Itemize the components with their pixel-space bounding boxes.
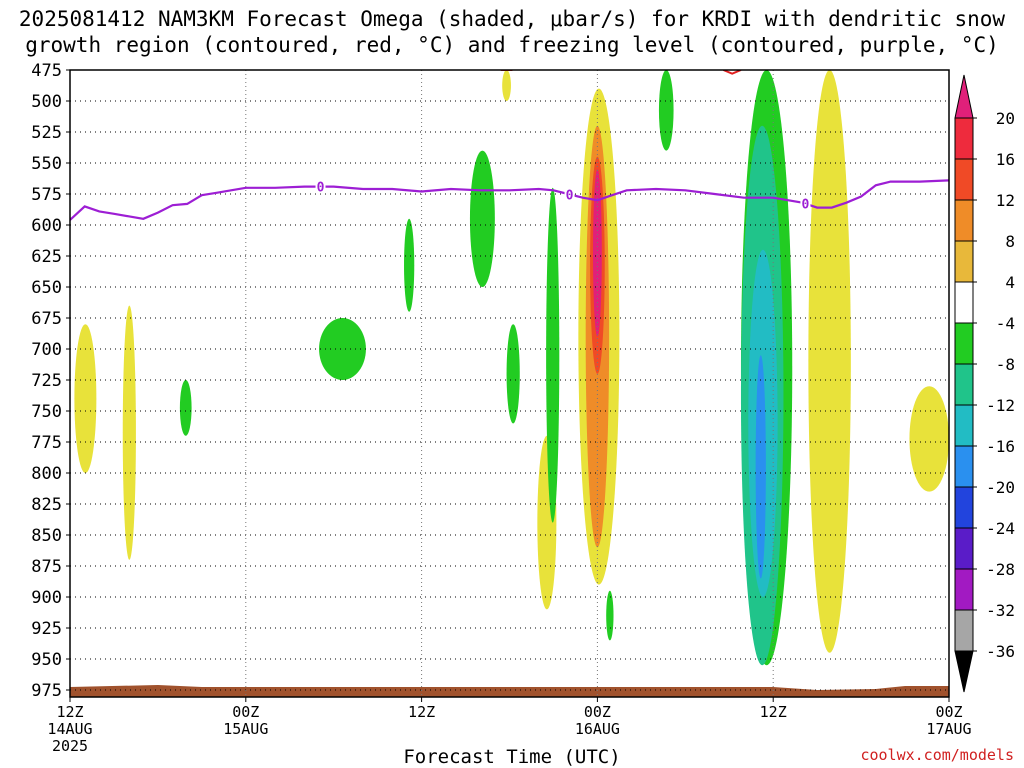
colorbar-bottom-arrow [954,650,974,693]
colorbar-band-2 [954,199,974,242]
colorbar-label: -12 [986,396,1015,415]
chart-title-line-1: 2025081412 NAM3KM Forecast Omega (shaded… [18,7,1006,31]
colorbar-label: 12 [996,191,1015,210]
y-tick-label-775: 775 [31,433,62,453]
omega-region-7 [506,324,520,424]
website-credit: coolwx.com/models [860,746,1014,764]
omega-region-20 [808,70,851,653]
y-tick-label-750: 750 [31,402,62,422]
colorbar-band-8 [954,445,974,488]
omega-region-4 [404,218,415,312]
colorbar-label: -24 [986,519,1015,538]
colorbar-label: 8 [1005,232,1015,251]
y-tick-label-625: 625 [31,247,62,267]
y-tick-label-850: 850 [31,526,62,546]
omega-region-1 [122,305,136,560]
omega-region-15 [658,70,674,151]
colorbar-band-5 [954,322,974,365]
omega-region-19 [755,355,766,579]
y-tick-label-875: 875 [31,557,62,577]
freezing-level-label: 0 [566,188,574,203]
freezing-label-bg-0 [315,179,326,194]
y-tick-label-825: 825 [31,495,62,515]
omega-region-0 [74,324,97,473]
colorbar-label: -16 [986,437,1015,456]
colorbar-band-0 [954,117,974,160]
colorbar-label: 20 [996,109,1015,128]
colorbar-label: 4 [1005,273,1015,292]
y-tick-label-950: 950 [31,650,62,670]
y-tick-label-725: 725 [31,371,62,391]
x-tick-label: 16AUG [575,720,620,738]
colorbar-label: -32 [986,601,1015,620]
dgz-contour-1 [723,70,742,75]
omega-region-6 [502,70,511,101]
colorbar-label: -20 [986,478,1015,497]
y-tick-label-600: 600 [31,216,62,236]
x-tick-label: 12Z [760,703,787,721]
freezing-label-bg-2 [800,196,811,211]
colorbar-label: 16 [996,150,1015,169]
colorbar-band-1 [954,158,974,201]
colorbar-band-7 [954,404,974,447]
omega-region-3 [319,318,366,380]
colorbar-label: -28 [986,560,1015,579]
omega-region-21 [909,386,949,492]
x-tick-label: 00Z [935,703,962,721]
y-tick-label-500: 500 [31,92,62,112]
colorbar-band-4 [954,281,974,324]
x-tick-label: 2025 [52,737,88,755]
y-tick-label-700: 700 [31,340,62,360]
colorbar-band-11 [954,568,974,611]
colorbar-band-10 [954,527,974,570]
x-tick-label: 12Z [56,703,83,721]
colorbar-band-6 [954,363,974,406]
freezing-level-label: 0 [317,181,325,196]
omega-region-5 [469,150,495,287]
y-tick-label-800: 800 [31,464,62,484]
x-tick-label: 14AUG [47,720,92,738]
colorbar-top-arrow [954,74,974,119]
colorbar-label: -8 [996,355,1015,374]
y-tick-label-525: 525 [31,123,62,143]
freezing-level-label: 0 [802,198,810,213]
x-tick-label: 12Z [408,703,435,721]
y-tick-label-975: 975 [31,681,62,701]
x-axis-label: Forecast Time (UTC) [403,746,621,768]
y-tick-label-675: 675 [31,309,62,329]
colorbar-band-12 [954,609,974,652]
colorbar-label: -36 [986,642,1015,661]
y-tick-label-550: 550 [31,154,62,174]
terrain-surface [70,685,949,697]
colorbar-band-3 [954,240,974,283]
chart-title-line-2: growth region (contoured, red, °C) and f… [25,33,999,57]
y-tick-label-475: 475 [31,61,62,81]
x-tick-label: 15AUG [223,720,268,738]
colorbar-band-9 [954,486,974,529]
colorbar-label: -4 [996,314,1015,333]
omega-region-9 [546,187,560,523]
omega-region-2 [179,380,192,436]
x-tick-label: 00Z [232,703,259,721]
omega-region-13 [593,169,602,337]
x-tick-label: 17AUG [926,720,971,738]
freezing-level-contour [70,179,949,221]
plot-frame [69,69,950,698]
y-tick-label-900: 900 [31,588,62,608]
y-tick-label-650: 650 [31,278,62,298]
y-tick-label-925: 925 [31,619,62,639]
y-tick-label-575: 575 [31,185,62,205]
omega-region-14 [606,590,614,641]
freezing-label-bg-1 [564,187,575,202]
x-tick-label: 00Z [584,703,611,721]
